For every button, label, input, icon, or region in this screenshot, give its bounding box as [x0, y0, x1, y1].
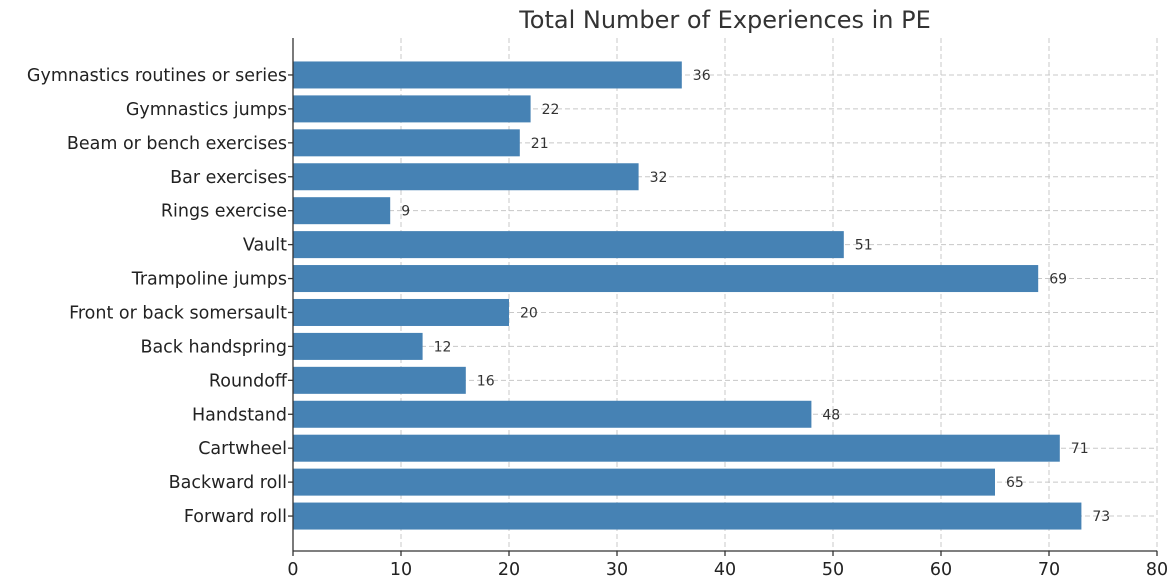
bar-value-label: 12 — [434, 339, 452, 355]
category-label: Rings exercise — [161, 202, 287, 222]
category-label: Back handspring — [140, 337, 287, 357]
x-tick-label: 0 — [287, 560, 298, 577]
bar — [293, 502, 1082, 530]
category-label: Bar exercises — [170, 168, 287, 188]
x-tick-label: 70 — [1038, 560, 1060, 577]
bar-value-label: 20 — [520, 305, 538, 321]
category-label: Beam or bench exercises — [67, 134, 287, 154]
category-labels: Forward roll Backward roll Cartwheel Handst… — [27, 66, 288, 527]
bar-value-label: 69 — [1049, 272, 1067, 288]
bar — [293, 129, 520, 157]
bar — [293, 163, 639, 191]
bar-value-label: 65 — [1006, 475, 1024, 491]
x-tick-labels: 0 10 20 30 40 50 60 70 80 — [287, 560, 1168, 577]
chart-title: Total Number of Experiences in PE — [518, 6, 931, 34]
bar — [293, 95, 531, 123]
bar — [293, 434, 1060, 462]
x-tick-label: 10 — [390, 560, 412, 577]
bar — [293, 298, 509, 326]
x-tick-label: 60 — [930, 560, 952, 577]
bar-value-label: 9 — [401, 204, 410, 220]
category-label: Front or back somersault — [69, 303, 287, 323]
bar — [293, 61, 682, 89]
category-label: Trampoline jumps — [131, 270, 287, 290]
bar — [293, 231, 844, 259]
bar-value-label: 36 — [693, 68, 711, 84]
x-tick-label: 80 — [1146, 560, 1168, 577]
category-label: Roundoff — [209, 371, 288, 391]
category-label: Vault — [243, 236, 287, 256]
x-tick-label: 40 — [714, 560, 736, 577]
category-label: Gymnastics routines or series — [27, 66, 287, 86]
bar-value-label: 16 — [477, 373, 495, 389]
category-label: Forward roll — [184, 507, 287, 527]
category-label: Handstand — [192, 405, 287, 425]
category-label: Backward roll — [169, 473, 287, 493]
bar — [293, 197, 391, 225]
bar — [293, 265, 1039, 293]
bar-value-label: 51 — [855, 238, 873, 254]
category-label: Gymnastics jumps — [126, 100, 287, 120]
category-label: Cartwheel — [198, 439, 287, 459]
bar-value-label: 71 — [1071, 441, 1089, 457]
bar-value-label: 48 — [822, 407, 840, 423]
bar-value-label: 21 — [531, 136, 549, 152]
bar — [293, 366, 466, 394]
x-tick-label: 30 — [606, 560, 628, 577]
bar — [293, 400, 812, 428]
bar-value-label: 22 — [542, 102, 560, 118]
bars — [293, 61, 1082, 530]
bar-value-label: 73 — [1092, 509, 1110, 525]
bar — [293, 468, 995, 496]
x-tick-label: 50 — [822, 560, 844, 577]
axes — [288, 38, 1158, 556]
x-tick-label: 20 — [498, 560, 520, 577]
bar-value-label: 32 — [650, 170, 668, 186]
data-labels: 73 65 71 48 16 12 20 69 51 9 32 21 22 36 — [401, 68, 1110, 525]
bar — [293, 332, 423, 360]
